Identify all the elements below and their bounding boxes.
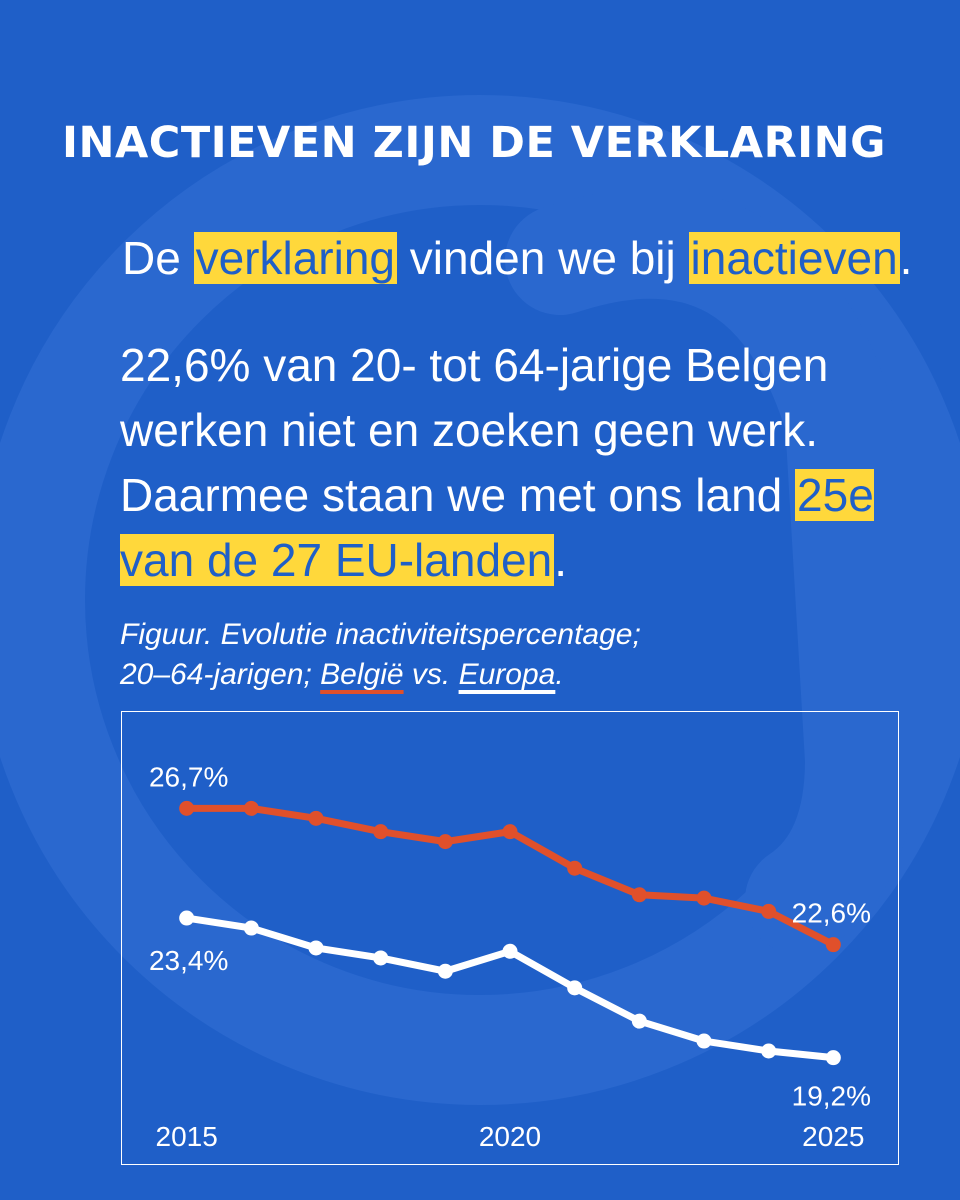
body-paragraph: 22,6% van 20- tot 64-jarige Belgen werke…	[120, 333, 910, 593]
data-point-belgie-2022	[631, 887, 647, 903]
data-point-belgie-2021	[567, 860, 583, 876]
data-point-belgie-2018	[373, 824, 389, 840]
data-point-europa-2025	[825, 1050, 841, 1066]
lead-highlight-inactieven: inactieven	[688, 232, 900, 284]
data-point-europa-2024	[761, 1043, 777, 1059]
data-point-belgie-2016	[243, 800, 259, 816]
data-point-belgie-2023	[696, 890, 712, 906]
data-point-belgie-2020	[502, 824, 518, 840]
data-point-europa-2016	[243, 920, 259, 936]
lead-sentence: De verklaring vinden we bij inactieven.	[122, 228, 912, 288]
caption-line-2-prefix: 20–64-jarigen;	[120, 658, 321, 691]
line-chart-frame: 26,7% 23,4% 22,6% 19,2% 2015 2020 2025	[121, 711, 899, 1165]
line-chart: 26,7% 23,4% 22,6% 19,2% 2015 2020 2025	[149, 761, 871, 1152]
lead-highlight-verklaring: verklaring	[193, 232, 398, 284]
caption-vs: vs.	[403, 658, 459, 691]
body-text: 22,6% van 20- tot 64-jarige Belgen werke…	[120, 339, 829, 521]
data-point-europa-2021	[567, 980, 583, 996]
data-point-europa-2017	[308, 940, 324, 956]
body-end: .	[554, 534, 567, 586]
data-point-europa-2019	[437, 963, 453, 979]
data-label-belgie-end: 22,6%	[792, 898, 871, 929]
series-line-europa	[183, 914, 837, 1062]
caption-line-1: Figuur. Evolutie inactiviteitspercentage…	[120, 618, 641, 651]
data-point-belgie-2019	[437, 834, 453, 850]
x-tick-label-2020: 2020	[479, 1121, 541, 1152]
data-point-belgie-2017	[308, 810, 324, 826]
lead-part-3: .	[899, 232, 913, 284]
caption-belgie: België	[320, 658, 404, 691]
figure-caption: Figuur. Evolutie inactiviteitspercentage…	[120, 615, 641, 695]
data-point-europa-2022	[631, 1013, 647, 1029]
data-point-europa-2015	[179, 910, 195, 926]
x-tick-label-2025: 2025	[802, 1121, 864, 1152]
lead-part-2: vinden we bij	[397, 232, 689, 284]
data-point-europa-2023	[696, 1033, 712, 1049]
data-point-europa-2020	[502, 943, 518, 959]
page-title: INACTIEVEN ZIJN DE VERKLARING	[62, 118, 886, 168]
data-point-belgie-2025	[825, 937, 841, 953]
data-point-belgie-2024	[761, 903, 777, 919]
data-point-belgie-2015	[179, 800, 195, 816]
data-label-europa-start: 23,4%	[149, 945, 228, 976]
caption-europa: Europa	[458, 658, 556, 691]
caption-end: .	[555, 658, 564, 691]
data-label-belgie-start: 26,7%	[149, 761, 228, 792]
x-tick-label-2015: 2015	[156, 1121, 218, 1152]
lead-part-1: De	[122, 232, 194, 284]
data-point-europa-2018	[373, 950, 389, 966]
data-label-europa-end: 19,2%	[792, 1081, 871, 1112]
